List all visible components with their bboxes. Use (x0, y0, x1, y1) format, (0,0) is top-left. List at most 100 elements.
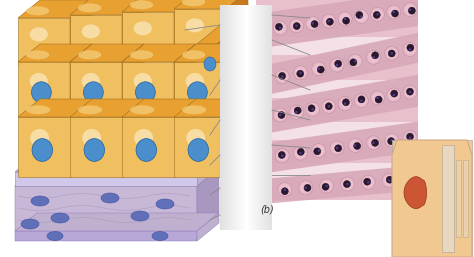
Polygon shape (72, 99, 94, 177)
Bar (269, 5, 270, 230)
Ellipse shape (259, 153, 269, 163)
Ellipse shape (403, 42, 417, 57)
Bar (242, 5, 243, 230)
Polygon shape (176, 99, 198, 177)
Polygon shape (15, 186, 197, 231)
Polygon shape (18, 18, 70, 65)
Ellipse shape (368, 138, 379, 148)
Ellipse shape (283, 188, 286, 191)
Ellipse shape (204, 112, 216, 126)
Bar (266, 5, 267, 230)
Bar (230, 5, 231, 230)
Polygon shape (217, 26, 239, 99)
Polygon shape (174, 44, 196, 117)
Bar (442, 145, 454, 252)
Ellipse shape (373, 11, 380, 19)
Polygon shape (174, 117, 228, 177)
Bar (255, 5, 256, 230)
Ellipse shape (321, 181, 332, 191)
Polygon shape (174, 62, 226, 117)
Polygon shape (226, 0, 248, 56)
Ellipse shape (277, 72, 287, 82)
Ellipse shape (299, 181, 313, 195)
Polygon shape (122, 0, 196, 12)
Ellipse shape (324, 102, 334, 112)
Ellipse shape (372, 142, 375, 144)
Ellipse shape (318, 149, 320, 152)
Ellipse shape (78, 3, 101, 12)
Ellipse shape (403, 131, 417, 145)
Ellipse shape (360, 15, 363, 18)
Bar (256, 163, 418, 178)
Ellipse shape (281, 154, 283, 157)
Bar (221, 5, 222, 230)
Ellipse shape (314, 145, 324, 155)
Ellipse shape (405, 87, 415, 97)
Ellipse shape (405, 174, 415, 183)
Ellipse shape (263, 190, 265, 193)
Ellipse shape (366, 136, 381, 150)
Ellipse shape (257, 111, 271, 125)
Ellipse shape (259, 76, 269, 86)
Polygon shape (124, 99, 146, 177)
Polygon shape (18, 117, 72, 177)
Bar (240, 5, 241, 230)
Polygon shape (15, 154, 219, 172)
Ellipse shape (130, 0, 153, 9)
Ellipse shape (332, 143, 342, 153)
Ellipse shape (263, 157, 265, 160)
Ellipse shape (328, 20, 330, 22)
Ellipse shape (259, 113, 269, 123)
Ellipse shape (186, 73, 204, 89)
Ellipse shape (136, 139, 156, 161)
Ellipse shape (51, 213, 69, 223)
Ellipse shape (26, 6, 49, 15)
Ellipse shape (372, 56, 375, 59)
Bar (270, 5, 271, 230)
Ellipse shape (409, 91, 411, 93)
Ellipse shape (354, 142, 361, 150)
Bar (238, 5, 239, 230)
Ellipse shape (409, 136, 411, 139)
Ellipse shape (292, 21, 301, 31)
Ellipse shape (373, 93, 383, 103)
Polygon shape (122, 44, 196, 62)
Polygon shape (197, 26, 239, 44)
Ellipse shape (317, 66, 324, 73)
Ellipse shape (389, 90, 399, 100)
Ellipse shape (388, 179, 391, 182)
Ellipse shape (407, 133, 413, 140)
Bar (259, 5, 260, 230)
Ellipse shape (293, 146, 308, 160)
Ellipse shape (294, 107, 301, 114)
Polygon shape (70, 117, 124, 177)
Ellipse shape (391, 52, 393, 55)
Polygon shape (197, 168, 219, 231)
Bar (227, 5, 228, 230)
Ellipse shape (318, 68, 320, 70)
Polygon shape (70, 15, 122, 62)
Ellipse shape (262, 157, 269, 163)
Ellipse shape (306, 16, 319, 30)
Polygon shape (256, 75, 418, 135)
Ellipse shape (136, 82, 155, 103)
Ellipse shape (332, 60, 342, 70)
Ellipse shape (354, 144, 356, 147)
Polygon shape (392, 140, 472, 257)
Bar (222, 5, 223, 230)
Ellipse shape (134, 21, 152, 35)
Bar (231, 5, 232, 230)
Ellipse shape (78, 105, 102, 114)
Ellipse shape (290, 19, 303, 33)
Bar (243, 5, 244, 230)
Ellipse shape (409, 48, 411, 51)
Polygon shape (174, 0, 196, 59)
Ellipse shape (358, 96, 365, 103)
Ellipse shape (372, 52, 379, 59)
Ellipse shape (134, 73, 152, 89)
Bar (232, 5, 233, 230)
Ellipse shape (30, 73, 48, 89)
Ellipse shape (182, 50, 205, 59)
Ellipse shape (257, 151, 271, 165)
Ellipse shape (364, 178, 371, 185)
